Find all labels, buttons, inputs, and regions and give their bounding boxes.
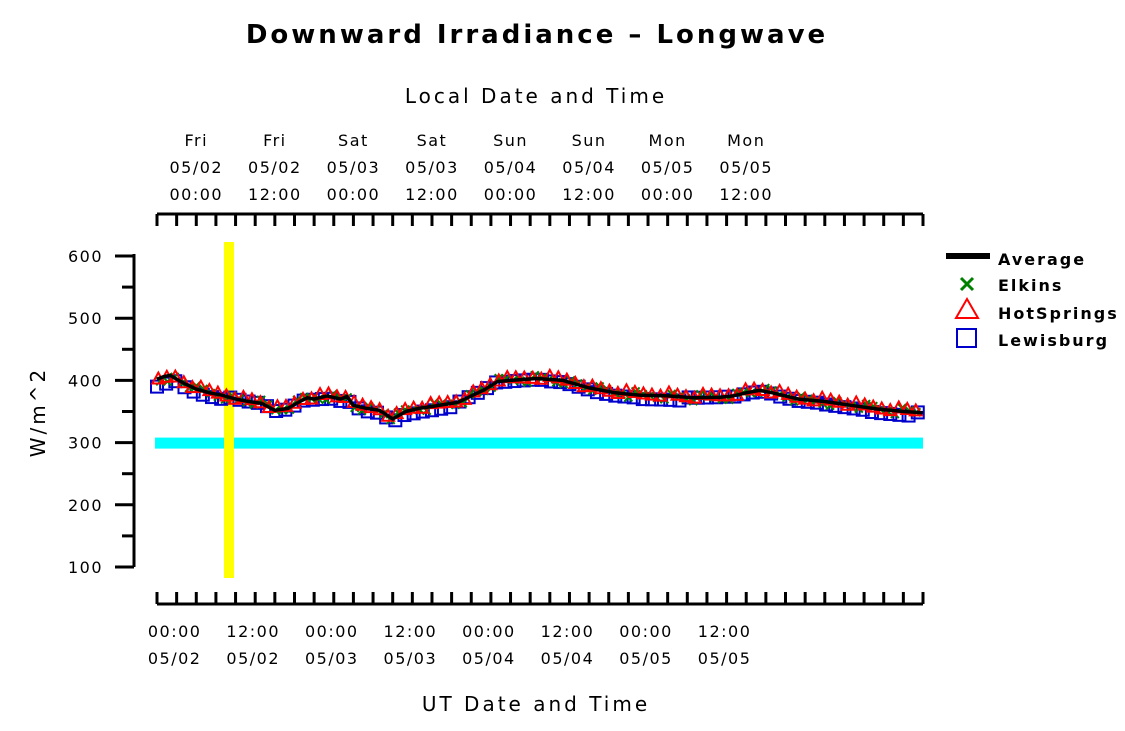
top-tick-label-date: 05/05 [719, 158, 773, 177]
hotsprings-point [431, 394, 447, 409]
legend-elkins-label: Elkins [998, 276, 1063, 295]
hotsprings-point [440, 393, 456, 409]
hotsprings-point [899, 400, 915, 416]
bottom-tick-label-date: 05/03 [384, 649, 438, 668]
bottom-tick-label-date: 05/05 [698, 649, 752, 668]
bottom-tick-label-time: 00:00 [462, 622, 516, 641]
top-tick-label-time: 12:00 [719, 185, 773, 204]
top-tick-label-date: 05/04 [484, 158, 538, 177]
hotsprings-point [669, 386, 686, 401]
hotsprings-point [584, 377, 601, 392]
hotsprings-point [831, 393, 847, 408]
bottom-tick-label-date: 05/04 [462, 649, 516, 668]
hotsprings-point [550, 369, 567, 384]
top-tick-label-day: Mon [649, 131, 687, 150]
y-tick-label: 400 [68, 371, 103, 390]
hotsprings-point [712, 387, 728, 402]
legend-hotsprings-label: HotSprings [998, 304, 1119, 323]
top-tick-label-time: 12:00 [248, 185, 302, 204]
bottom-tick-label-date: 05/02 [148, 649, 202, 668]
bottom-tick-label-time: 12:00 [384, 622, 438, 641]
top-tick-label-time: 00:00 [484, 185, 538, 204]
legend-item-lewisburg: Lewisburg [956, 328, 1109, 350]
hotsprings-point [508, 369, 524, 384]
hotsprings-point [354, 396, 371, 411]
hotsprings-point [397, 401, 413, 416]
top-tick-label-date: 05/05 [641, 158, 695, 177]
legend-lewisburg-swatch [956, 328, 977, 348]
top-tick-label-time: 00:00 [641, 185, 695, 204]
top-tick-label-day: Fri [263, 131, 287, 150]
y-tick-label: 500 [68, 309, 103, 328]
bottom-tick-label-date: 05/02 [226, 649, 280, 668]
top-tick-label-time: 12:00 [405, 185, 459, 204]
lewisburg-point [150, 379, 164, 394]
top-tick-label-day: Fri [185, 131, 209, 150]
top-tick-label-date: 05/02 [248, 158, 302, 177]
bottom-tick-label-time: 12:00 [541, 622, 595, 641]
bottom-tick-label-time: 00:00 [148, 622, 202, 641]
series-average [156, 373, 924, 422]
top-tick-label-day: Sat [338, 131, 369, 150]
hotsprings-point [593, 380, 609, 395]
y-tick-label: 300 [68, 434, 103, 453]
hotsprings-point [320, 385, 337, 400]
bottom-axis-label: UT Date and Time [422, 692, 650, 716]
bottom-tick-label-time: 00:00 [305, 622, 359, 641]
chart-title: Downward Irradiance – Longwave [246, 20, 828, 50]
hotsprings-point [857, 396, 873, 411]
legend-item-average: Average [946, 250, 1086, 269]
bottom-tick-label-time: 12:00 [698, 622, 752, 641]
top-axis-label: Local Date and Time [405, 84, 667, 108]
y-tick-label: 600 [68, 247, 103, 266]
hotsprings-point [635, 385, 652, 400]
average-line [156, 373, 924, 422]
hotsprings-point [908, 402, 924, 417]
legend-lewisburg-label: Lewisburg [998, 331, 1109, 350]
bottom-tick-label-date: 05/03 [305, 649, 359, 668]
bottom-tick-label-date: 05/04 [541, 649, 595, 668]
hotsprings-point [201, 382, 218, 397]
hotsprings-point [780, 385, 796, 400]
hotsprings-point [363, 399, 379, 414]
hotsprings-point [627, 383, 643, 398]
top-tick-label-day: Sun [572, 131, 607, 150]
top-tick-label-date: 05/03 [405, 158, 459, 177]
reference-band-300 [155, 437, 923, 449]
time-marker-bar [224, 242, 235, 578]
top-tick-label-day: Mon [727, 131, 765, 150]
top-tick-label-day: Sat [417, 131, 448, 150]
y-tick-label: 200 [68, 496, 103, 515]
legend-elkins-swatch [959, 276, 975, 292]
y-axis: 600 500 400 300 200 100 [68, 247, 136, 577]
bottom-axis: 00:00 05/02 12:00 05/02 00:00 05/03 12:00 05/03… [148, 592, 925, 668]
y-tick-label: 100 [68, 558, 103, 577]
top-tick-label-date: 05/02 [169, 158, 223, 177]
top-tick-label-date: 05/04 [562, 158, 616, 177]
bottom-tick-label-time: 12:00 [226, 622, 280, 641]
hotsprings-point [703, 386, 720, 401]
hotsprings-point [746, 380, 762, 395]
y-axis-label: W/m^2 [26, 367, 50, 457]
top-axis: Fri 05/02 00:00 Fri 05/02 12:00 Sat 05/03 00:00 S… [155, 131, 925, 226]
legend-item-elkins: Elkins [959, 276, 1063, 295]
legend-average-label: Average [998, 250, 1086, 269]
top-tick-label-time: 00:00 [327, 185, 381, 204]
hotsprings-point [516, 369, 532, 384]
hotsprings-point [823, 391, 839, 406]
top-tick-label-time: 12:00 [562, 185, 616, 204]
hotsprings-point [865, 398, 881, 413]
legend-hotsprings-swatch [954, 297, 980, 319]
legend: Average Elkins HotSprings Lewisburg [946, 250, 1119, 350]
top-tick-label-day: Sun [493, 131, 528, 150]
bottom-tick-label-date: 05/05 [619, 649, 673, 668]
top-tick-label-date: 05/03 [327, 158, 381, 177]
top-tick-label-time: 00:00 [169, 185, 223, 204]
hotsprings-point [244, 391, 260, 406]
legend-item-hotsprings: HotSprings [954, 297, 1119, 323]
bottom-tick-label-time: 00:00 [619, 622, 673, 641]
